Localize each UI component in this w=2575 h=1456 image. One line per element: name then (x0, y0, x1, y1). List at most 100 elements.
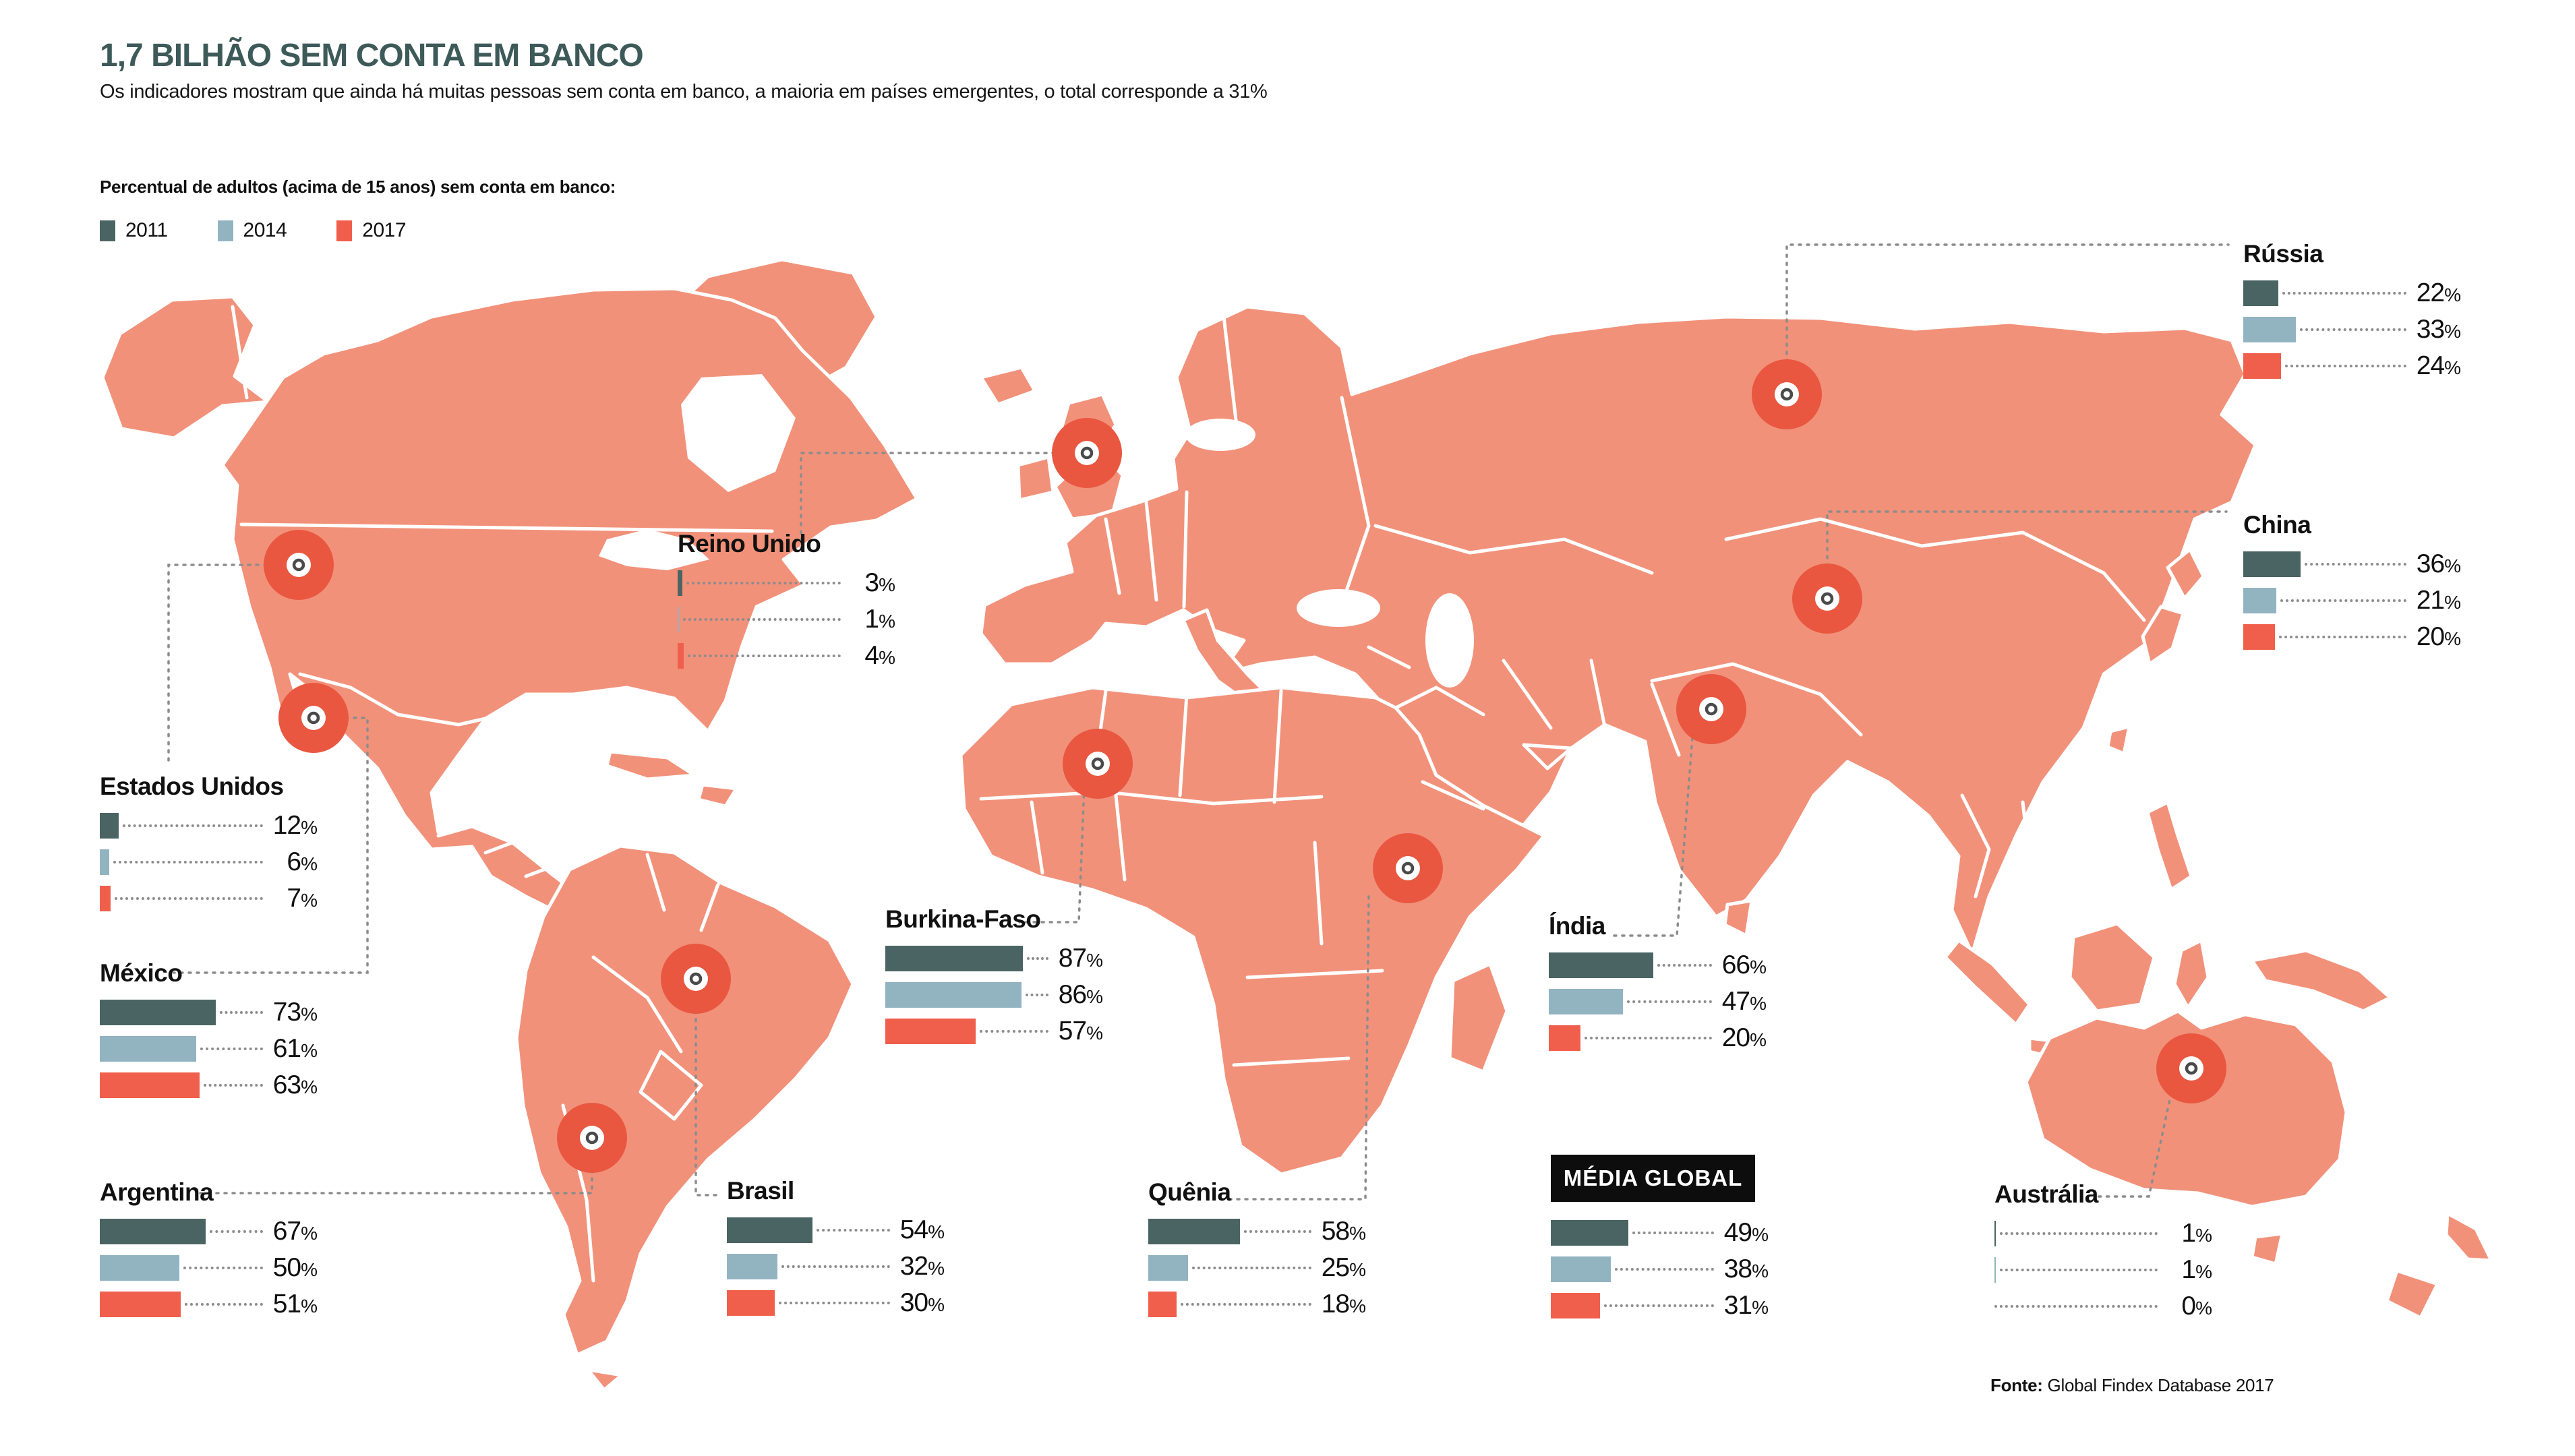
land-japan-2 (2141, 605, 2185, 666)
legend-item-2017: 2017 (336, 219, 407, 242)
legend-items: 2011 2014 2017 (100, 219, 616, 242)
bar-row-2017: 0% (1994, 1292, 2212, 1321)
bar-2017 (2243, 353, 2281, 379)
country-label: Índia (1549, 912, 1605, 940)
bar-row-2011: 66% (1549, 950, 1767, 979)
land-australia (2024, 1009, 2348, 1209)
leader-dots (2300, 328, 2406, 331)
global-average-badge: MÉDIA GLOBAL (1551, 1155, 1755, 1202)
value-label: 86% (1058, 980, 1103, 1009)
bar-row-2011: 1% (1994, 1219, 2212, 1248)
map-marker-estados-unidos (264, 530, 334, 600)
bar-row-2014: 1% (1994, 1256, 2212, 1284)
leader-dots (781, 1265, 890, 1268)
country-label: Rússia (2243, 240, 2324, 268)
country-label: Estados Unidos (100, 772, 284, 800)
land-philippines (2145, 800, 2193, 892)
bar-row-2017: 24% (2243, 351, 2461, 380)
bar-row-2011: 49% (1551, 1219, 1769, 1247)
leader-dots (210, 1230, 263, 1233)
land-new-guinea (2250, 948, 2392, 1013)
bar-2014 (727, 1254, 777, 1279)
leader-dots (1244, 1230, 1311, 1233)
leader-dots (2000, 1269, 2158, 1271)
value-label: 61% (272, 1034, 318, 1063)
bar-2014 (100, 1255, 179, 1281)
leader-dots (1192, 1267, 1311, 1269)
leader-dots (1994, 1305, 2158, 1308)
source-note: Fonte: Global Findex Database 2017 (1990, 1375, 2274, 1396)
value-label: 54% (899, 1215, 945, 1244)
map-marker-brasil (661, 944, 731, 1014)
map-markers (264, 359, 2226, 1173)
bar-row-2017: 7% (100, 884, 318, 913)
bar-2011 (1994, 1221, 1996, 1246)
value-label: 6% (287, 847, 318, 876)
legend-swatch-2011 (100, 220, 115, 241)
country-chart-media-global: MÉDIA GLOBAL 49% 38% 31% (1551, 1155, 1769, 1320)
value-label: 20% (2416, 622, 2461, 651)
legend-item-2014: 2014 (217, 219, 287, 242)
bar-2011 (1551, 1220, 1628, 1246)
leader-brasil (694, 977, 717, 1196)
leader-reino-unido (800, 452, 1088, 551)
bar-2014 (1549, 989, 1623, 1014)
bar-2014 (1148, 1255, 1188, 1281)
leader-dots (1632, 1232, 1714, 1234)
legend-item-2011: 2011 (100, 219, 168, 242)
value-label: 50% (272, 1253, 318, 1282)
country-label: Burkina-Faso (885, 905, 1041, 933)
bar-2011 (100, 1219, 206, 1244)
country-chart-mexico: México 73% 61% 63% (100, 961, 318, 1099)
bar-2014 (885, 982, 1022, 1008)
bar-row-2011: 73% (100, 998, 318, 1027)
bar-row-2011: 12% (100, 811, 318, 840)
bar-2014 (678, 607, 679, 632)
value-label: 47% (1721, 987, 1767, 1016)
bar-row-2014: 25% (1148, 1254, 1366, 1282)
value-label: 73% (272, 998, 318, 1027)
bar-row-2014: 50% (100, 1253, 318, 1282)
country-label: Brasil (727, 1177, 794, 1205)
black-sea (1297, 589, 1380, 627)
bar-row-2017: 51% (100, 1290, 318, 1318)
leader-dots (1627, 1000, 1712, 1003)
country-label: Austrália (1994, 1180, 2098, 1208)
country-chart-argentina: Argentina 67% 50% 51% (100, 1180, 318, 1318)
leader-dots (113, 861, 263, 863)
country-chart-quenia: Quênia 58% 25% 18% (1148, 1180, 1366, 1318)
country-chart-china: China 36% 21% 20% (2243, 512, 2461, 651)
legend-label: 2011 (125, 219, 168, 241)
bar-row-2017: 4% (678, 642, 895, 670)
map-marker-quenia (1373, 833, 1443, 903)
land-taiwan (2106, 725, 2131, 756)
value-label: 63% (272, 1070, 318, 1099)
value-label: 24% (2416, 351, 2461, 380)
country-chart-india: Índia 66% 47% 20% (1549, 912, 1767, 1052)
land-sri-lanka (1723, 899, 1754, 938)
leader-estados-unidos (167, 564, 300, 764)
bar-row-2011: 87% (885, 944, 1103, 973)
leader-dots (2000, 1232, 2158, 1235)
great-lakes (599, 529, 709, 570)
map-marker-reino-unido (1052, 418, 1122, 488)
leader-dots (1585, 1037, 1712, 1039)
bar-2011 (2243, 551, 2301, 577)
map-marker-india (1676, 674, 1746, 744)
country-chart-reino-unido: Reino Unido 3% 1% 4% (678, 531, 895, 670)
bar-2017 (1551, 1293, 1600, 1318)
leader-dots (683, 618, 841, 621)
bar-2017 (1549, 1025, 1580, 1051)
value-label: 87% (1058, 944, 1103, 973)
leader-dots (1657, 964, 1712, 967)
land-tierra-del-fuego (586, 1368, 624, 1392)
legend-heading: Percentual de adultos (acima de 15 anos)… (100, 177, 616, 197)
land-japan (2166, 547, 2206, 601)
legend-label: 2014 (243, 219, 287, 241)
bar-2017 (727, 1290, 775, 1316)
land-sulawesi (2172, 938, 2210, 1010)
value-label: 12% (272, 811, 318, 840)
country-chart-brasil: Brasil 54% 32% 30% (727, 1177, 945, 1317)
bar-2014 (1551, 1256, 1611, 1282)
value-label: 66% (1721, 950, 1767, 979)
